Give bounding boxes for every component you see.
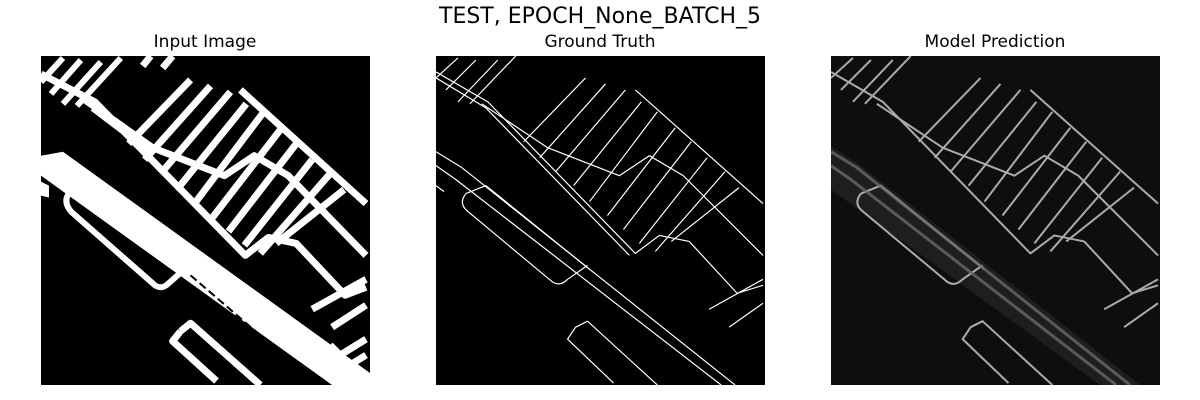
ground-truth-edges [436,56,764,385]
model-prediction-panel [831,56,1160,385]
ground-truth-title: Ground Truth [544,32,656,52]
ground-truth-panel [436,56,765,385]
input-image-panel [41,56,370,385]
figure-title: TEST, EPOCH_None_BATCH_5 [439,4,761,29]
input-image-title: Input Image [153,32,257,52]
input-image-mask [41,56,370,385]
model-prediction-edges [831,56,1159,385]
model-prediction-title: Model Prediction [924,32,1066,52]
